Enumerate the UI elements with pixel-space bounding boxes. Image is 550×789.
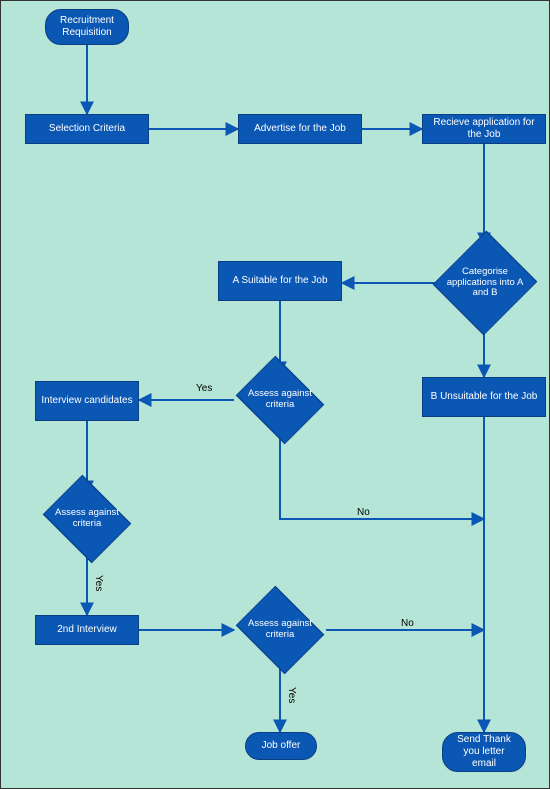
node-categorise: Categorise applications into A and B — [435, 245, 535, 321]
node-label: Recieve application for the Job — [427, 117, 541, 141]
node-advertise: Advertise for the Job — [238, 114, 362, 144]
node-label: Interview candidates — [41, 395, 132, 407]
edge-label: Yes — [196, 383, 212, 394]
node-unsuitable-b: B Unsuitable for the Job — [422, 377, 546, 417]
node-label: 2nd Interview — [57, 624, 116, 636]
edge-label: Yes — [286, 687, 297, 703]
node-label: Categorise applications into A and B — [435, 267, 535, 300]
node-job-offer: Job offer — [245, 732, 317, 760]
node-receive: Recieve application for the Job — [422, 114, 546, 144]
node-label: Job offer — [262, 740, 301, 752]
node-interview: Interview candidates — [35, 381, 139, 421]
node-label: Assess against criteria — [232, 389, 328, 411]
node-assess-3: Assess against criteria — [232, 602, 328, 658]
flowchart-canvas: Recruitment Requisition Selection Criter… — [0, 0, 550, 789]
node-label: Advertise for the Job — [254, 123, 346, 135]
node-send-thanks: Send Thank you letter email — [442, 732, 526, 772]
node-label: Assess against criteria — [232, 619, 328, 641]
edge-label: No — [357, 507, 370, 518]
node-assess-2: Assess against criteria — [39, 491, 135, 547]
edge-label: No — [401, 618, 414, 629]
node-start: Recruitment Requisition — [45, 9, 129, 45]
node-label: B Unsuitable for the Job — [431, 391, 538, 403]
node-assess-1: Assess against criteria — [232, 372, 328, 428]
node-label: A Suitable for the Job — [232, 275, 327, 287]
node-label: Assess against criteria — [39, 508, 135, 530]
node-selection-criteria: Selection Criteria — [25, 114, 149, 144]
node-label: Send Thank you letter email — [451, 734, 517, 770]
edge-label: Yes — [93, 575, 104, 591]
node-2nd-interview: 2nd Interview — [35, 615, 139, 645]
node-label: Selection Criteria — [49, 123, 125, 135]
node-suitable-a: A Suitable for the Job — [218, 261, 342, 301]
node-label: Recruitment Requisition — [54, 15, 120, 39]
